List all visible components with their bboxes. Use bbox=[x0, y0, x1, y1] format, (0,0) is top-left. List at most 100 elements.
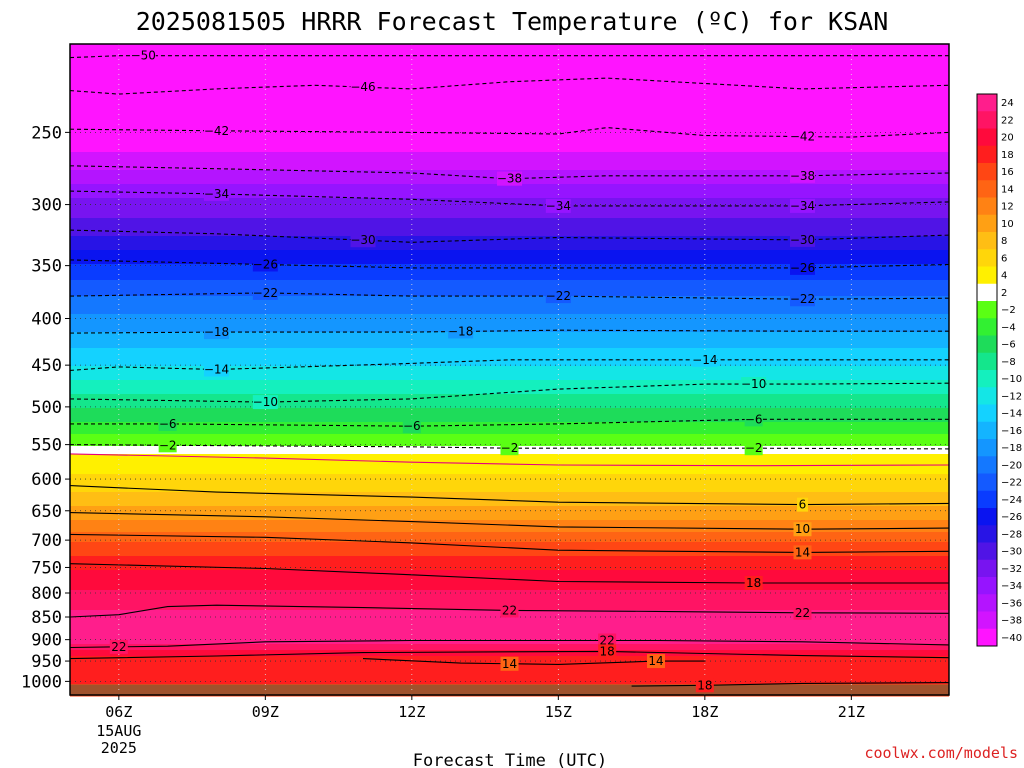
contour-label-bg bbox=[793, 605, 812, 620]
contour-label: 22 bbox=[502, 603, 517, 617]
temperature-band bbox=[70, 300, 949, 303]
temperature-band bbox=[70, 408, 949, 411]
temperature-band bbox=[70, 354, 949, 357]
temperature-band bbox=[70, 340, 949, 343]
temperature-band bbox=[70, 256, 949, 259]
temperature-band bbox=[70, 592, 949, 595]
temperature-band bbox=[70, 222, 949, 225]
temperature-band bbox=[70, 542, 949, 545]
x-tick-label: 21Z bbox=[838, 703, 865, 721]
temperature-band bbox=[70, 350, 949, 353]
contour-label: 18 bbox=[600, 644, 615, 658]
y-tick-label: 1000 bbox=[21, 672, 62, 692]
temperature-band bbox=[70, 206, 949, 209]
temperature-band bbox=[70, 224, 949, 227]
temperature-band bbox=[70, 66, 949, 69]
y-tick-label: 550 bbox=[31, 436, 62, 456]
temperature-band bbox=[70, 680, 949, 683]
temperature-band bbox=[70, 414, 949, 417]
contour-line bbox=[70, 418, 949, 427]
contour-label: 18 bbox=[697, 678, 712, 692]
temperature-band bbox=[70, 590, 949, 593]
contour-label-bg bbox=[500, 441, 519, 456]
temperature-band bbox=[70, 434, 949, 437]
y-tick-label: 500 bbox=[31, 398, 62, 418]
temperature-band bbox=[70, 298, 949, 301]
temperature-band bbox=[70, 324, 949, 327]
temperature-band bbox=[70, 384, 949, 387]
temperature-band bbox=[70, 124, 949, 127]
temperature-band bbox=[70, 82, 949, 85]
temperature-band bbox=[70, 258, 949, 261]
temperature-band bbox=[70, 432, 949, 435]
temperature-band bbox=[70, 306, 949, 309]
temperature-band bbox=[70, 118, 949, 121]
temperature-band bbox=[70, 58, 949, 61]
temperature-band bbox=[70, 110, 949, 113]
colorbar-label: 8 bbox=[1001, 236, 1007, 247]
colorbar-swatch bbox=[977, 145, 997, 164]
y-tick-label: 900 bbox=[31, 631, 62, 651]
temperature-band bbox=[70, 418, 949, 421]
contour-label: −10 bbox=[253, 395, 278, 409]
y-tick-label: 250 bbox=[31, 123, 62, 143]
contour-label: −30 bbox=[350, 233, 375, 247]
temperature-band bbox=[70, 618, 949, 621]
contour-label-bg bbox=[790, 292, 815, 307]
contour-label: −34 bbox=[204, 187, 229, 201]
temperature-band bbox=[70, 246, 949, 249]
temperature-band bbox=[70, 126, 949, 129]
contour-label-bg bbox=[130, 48, 156, 63]
temperature-band bbox=[70, 486, 949, 489]
temperature-band bbox=[70, 536, 949, 539]
temperature-band bbox=[70, 192, 949, 195]
temperature-band bbox=[70, 646, 949, 649]
contour-label-bg bbox=[158, 416, 177, 431]
temperature-band bbox=[70, 504, 949, 507]
temperature-band bbox=[70, 550, 949, 553]
temperature-band bbox=[70, 566, 949, 569]
temperature-band bbox=[70, 476, 949, 479]
colorbar-frame bbox=[976, 93, 998, 647]
contour-label: −2 bbox=[745, 441, 763, 455]
colorbar-label: 20 bbox=[1001, 133, 1014, 144]
temperature-band bbox=[70, 112, 949, 115]
temperature-band bbox=[70, 232, 949, 235]
contour-line bbox=[69, 190, 950, 207]
temperature-band bbox=[70, 342, 949, 345]
temperature-band bbox=[70, 302, 949, 305]
contour-label: −18 bbox=[448, 324, 473, 338]
temperature-band bbox=[70, 140, 949, 143]
contour-label-bg bbox=[402, 419, 421, 434]
temperature-band bbox=[70, 396, 949, 399]
contour-label-bg bbox=[204, 186, 229, 201]
temperature-band bbox=[70, 406, 949, 409]
colorbar-swatch bbox=[977, 111, 997, 129]
temperature-band bbox=[70, 502, 949, 505]
temperature-band bbox=[70, 158, 949, 161]
temperature-band bbox=[70, 116, 949, 119]
temperature-band bbox=[70, 416, 949, 419]
temperature-band bbox=[70, 490, 949, 493]
temperature-band bbox=[70, 248, 949, 251]
plot-frame bbox=[69, 43, 950, 696]
contour-label: −2 bbox=[159, 438, 177, 452]
contour-label: 22 bbox=[795, 606, 810, 620]
contour-label: −34 bbox=[546, 199, 571, 213]
contour-label: −22 bbox=[546, 289, 571, 303]
contour-label-bg bbox=[204, 362, 229, 377]
temperature-band bbox=[70, 368, 949, 371]
contour-line bbox=[69, 485, 950, 506]
temperature-band bbox=[70, 244, 949, 247]
temperature-band bbox=[70, 88, 949, 91]
temperature-band bbox=[70, 288, 949, 291]
temperature-band bbox=[70, 226, 949, 229]
temperature-band bbox=[70, 50, 949, 53]
y-tick-label: 650 bbox=[31, 502, 62, 522]
temperature-band bbox=[70, 186, 949, 189]
temperature-band bbox=[70, 558, 949, 561]
temperature-band bbox=[70, 422, 949, 425]
temperature-band bbox=[70, 400, 949, 403]
temperature-band bbox=[70, 454, 949, 457]
